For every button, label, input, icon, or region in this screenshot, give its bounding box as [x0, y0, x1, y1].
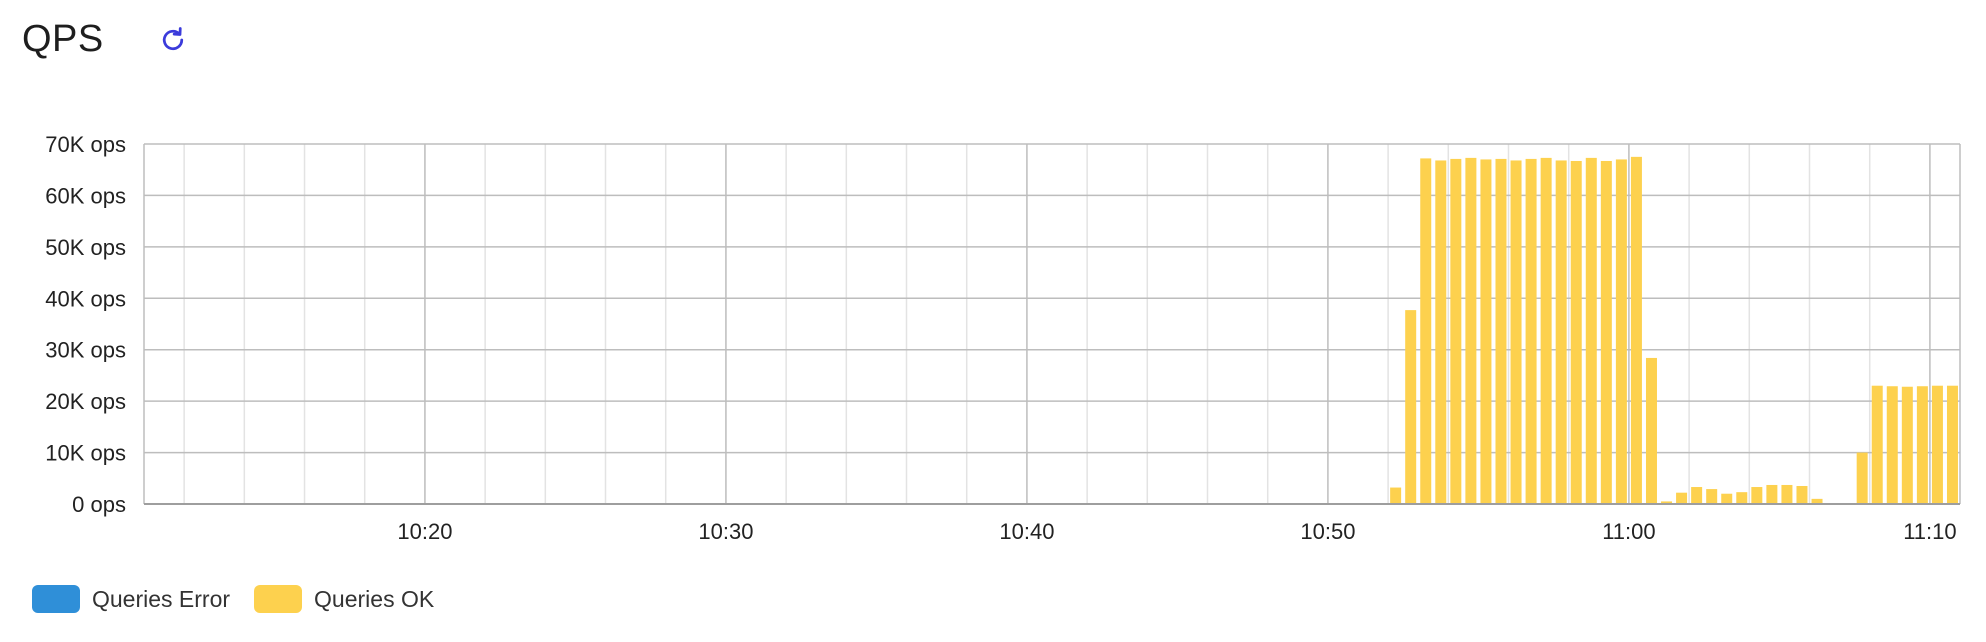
x-tick-label: 11:00 [1602, 519, 1655, 544]
y-tick-label: 10K ops [45, 441, 126, 466]
bar-queries-ok [1931, 385, 1943, 504]
bar-queries-ok [1811, 498, 1823, 504]
bar-queries-ok [1630, 156, 1642, 504]
bar-queries-ok [1676, 492, 1688, 504]
bar-queries-ok [1435, 160, 1447, 504]
y-tick-label: 60K ops [45, 183, 126, 208]
bar-queries-ok [1871, 385, 1883, 504]
bar-queries-ok [1555, 160, 1567, 504]
bar-queries-ok [1525, 158, 1537, 504]
bar-queries-ok [1856, 452, 1868, 504]
panel-title: QPS [22, 18, 104, 60]
bar-queries-ok [1721, 493, 1733, 504]
x-tick-label: 11:10 [1903, 519, 1956, 544]
x-tick-label: 10:20 [397, 519, 452, 544]
refresh-button[interactable] [156, 23, 190, 57]
y-tick-label: 30K ops [45, 338, 126, 363]
qps-chart: 0 ops 10K ops 20K ops 30K ops 40K ops 50K ops… [0, 120, 1986, 560]
refresh-icon [162, 26, 183, 50]
bar-queries-ok [1600, 160, 1612, 504]
legend-label-queries-error: Queries Error [92, 585, 231, 612]
bar-queries-ok [1615, 159, 1627, 504]
bar-queries-ok [1766, 484, 1778, 504]
bar-queries-ok [1510, 160, 1522, 504]
bar-queries-ok [1450, 158, 1462, 504]
x-tick-label: 10:40 [999, 519, 1054, 544]
bar-queries-ok [1465, 157, 1477, 504]
bar-queries-ok [1390, 487, 1402, 504]
bar-queries-ok [1645, 357, 1657, 504]
bar-queries-ok [1751, 487, 1763, 504]
bar-queries-ok [1886, 386, 1898, 504]
bar-queries-ok [1585, 157, 1597, 504]
bar-queries-ok [1706, 489, 1718, 504]
bar-queries-ok [1946, 385, 1958, 504]
bar-queries-ok [1901, 386, 1913, 504]
y-tick-label: 50K ops [45, 235, 126, 260]
qps-chart-svg: 0 ops 10K ops 20K ops 30K ops 40K ops 50K ops… [45, 132, 1961, 544]
y-tick-label: 70K ops [45, 132, 126, 157]
bar-queries-ok [1540, 157, 1552, 504]
chart-legend: Queries Error Queries OK [32, 585, 458, 613]
bar-queries-ok [1661, 501, 1673, 504]
y-tick-label: 0 ops [72, 492, 126, 517]
bar-queries-ok [1405, 310, 1417, 504]
legend-swatch-queries-ok [254, 585, 303, 613]
bar-queries-ok [1736, 492, 1748, 504]
panel-header: QPS [22, 18, 190, 61]
bar-queries-ok [1480, 159, 1492, 504]
y-tick-label: 20K ops [45, 389, 126, 414]
legend-item-queries-error[interactable]: Queries Error [32, 585, 230, 613]
x-tick-label: 10:50 [1300, 519, 1355, 544]
x-tick-label: 10:30 [698, 519, 753, 544]
bar-queries-ok [1420, 158, 1432, 504]
legend-swatch-queries-error [32, 585, 80, 613]
bar-queries-ok [1570, 160, 1582, 504]
bar-queries-ok [1796, 486, 1808, 504]
bar-queries-ok [1495, 158, 1507, 504]
bar-queries-ok [1691, 487, 1703, 504]
bar-queries-ok [1781, 484, 1793, 504]
legend-item-queries-ok[interactable]: Queries OK [254, 585, 434, 613]
legend-label-queries-ok: Queries OK [314, 585, 435, 612]
bar-queries-ok [1916, 386, 1928, 504]
y-tick-label: 40K ops [45, 286, 126, 311]
